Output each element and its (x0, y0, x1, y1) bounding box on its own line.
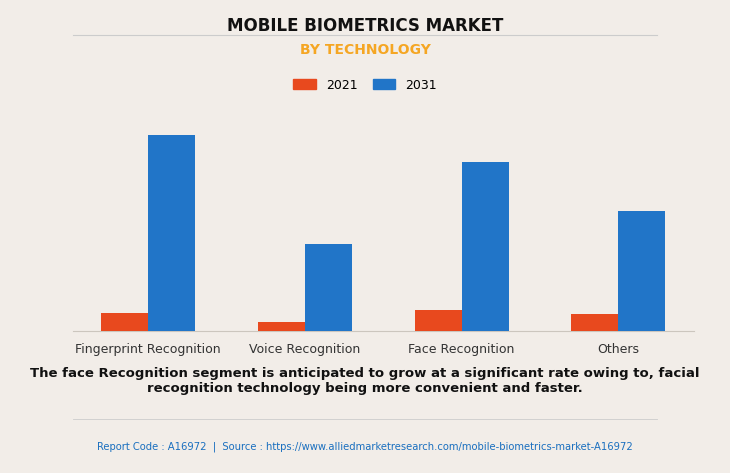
Bar (572, 314, 618, 331)
Legend: 2021, 2031: 2021, 2031 (290, 75, 440, 96)
Text: BY TECHNOLOGY: BY TECHNOLOGY (299, 43, 431, 57)
Bar (305, 245, 352, 331)
Text: The face Recognition segment is anticipated to grow at a significant rate owing : The face Recognition segment is anticipa… (30, 367, 700, 395)
Bar (415, 310, 461, 331)
Bar (461, 162, 509, 331)
Bar (101, 313, 148, 331)
Text: Report Code : A16972  |  Source : https://www.alliedmarketresearch.com/mobile-bi: Report Code : A16972 | Source : https://… (97, 442, 633, 452)
Bar (148, 135, 195, 331)
Bar (618, 211, 665, 331)
Bar (258, 322, 305, 331)
Text: MOBILE BIOMETRICS MARKET: MOBILE BIOMETRICS MARKET (227, 17, 503, 35)
